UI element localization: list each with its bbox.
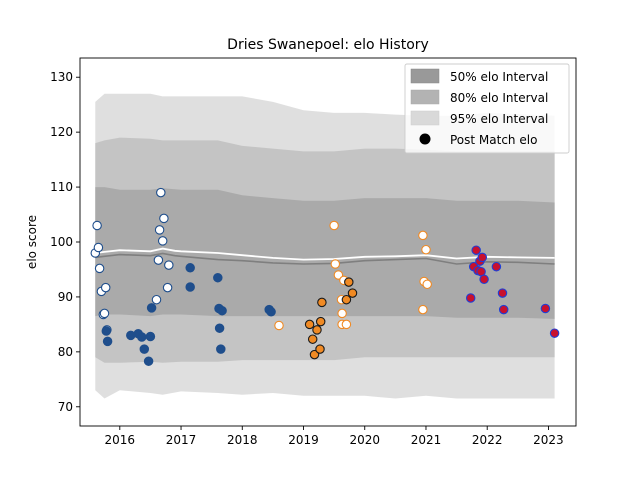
data-point [93, 221, 101, 229]
data-point [275, 321, 283, 329]
data-point [165, 261, 173, 269]
data-point [342, 296, 350, 304]
data-point [157, 188, 165, 196]
legend-label-post-match: Post Match elo [450, 133, 537, 147]
y-axis-ticks: 70 80 90 100 110 120 130 [50, 70, 80, 414]
data-point [154, 256, 162, 264]
y-tick-label: 90 [58, 290, 73, 304]
data-point [138, 333, 146, 341]
data-point [186, 264, 194, 272]
data-point [338, 309, 346, 317]
x-tick-label: 2017 [166, 433, 197, 447]
data-point [480, 275, 488, 283]
x-tick-label: 2021 [411, 433, 442, 447]
x-tick-label: 2022 [472, 433, 503, 447]
data-point [330, 221, 338, 229]
data-point [159, 237, 167, 245]
legend: 50% elo Interval 80% elo Interval 95% el… [405, 64, 569, 153]
x-tick-label: 2023 [533, 433, 564, 447]
data-point [146, 332, 154, 340]
x-tick-label: 2018 [227, 433, 258, 447]
data-point [317, 317, 325, 325]
data-point [550, 329, 558, 337]
data-point [419, 231, 427, 239]
data-point [144, 357, 152, 365]
data-point [186, 283, 194, 291]
data-point [103, 337, 111, 345]
data-point [467, 294, 475, 302]
data-point [218, 307, 226, 315]
data-point [267, 308, 275, 316]
data-point [152, 296, 160, 304]
x-axis-ticks: 2016 2017 2018 2019 2020 2021 2022 2023 [105, 426, 564, 447]
legend-swatch-50 [411, 69, 439, 83]
legend-label-80: 80% elo Interval [450, 91, 548, 105]
y-axis-label: elo score [25, 215, 39, 269]
data-point [309, 335, 317, 343]
y-tick-label: 130 [50, 70, 73, 84]
y-tick-label: 80 [58, 345, 73, 359]
data-point [100, 309, 108, 317]
data-point [163, 283, 171, 291]
data-point [423, 280, 431, 288]
legend-swatch-80 [411, 90, 439, 104]
data-point [342, 320, 350, 328]
data-point [147, 304, 155, 312]
y-tick-label: 120 [50, 125, 73, 139]
data-point [478, 253, 486, 261]
y-tick-label: 110 [50, 180, 73, 194]
data-point [316, 345, 324, 353]
data-point [541, 304, 549, 312]
data-point [313, 326, 321, 334]
data-point [305, 320, 313, 328]
data-point [102, 283, 110, 291]
data-point [214, 274, 222, 282]
x-tick-label: 2019 [288, 433, 319, 447]
data-point [217, 345, 225, 353]
legend-label-95: 95% elo Interval [450, 112, 548, 126]
data-point [500, 305, 508, 313]
data-point [95, 264, 103, 272]
data-point [318, 298, 326, 306]
data-point [331, 260, 339, 268]
data-point [419, 305, 427, 313]
y-tick-label: 100 [50, 235, 73, 249]
data-point [160, 214, 168, 222]
data-point [140, 345, 148, 353]
data-point [345, 278, 353, 286]
x-tick-label: 2016 [105, 433, 136, 447]
data-point [422, 246, 430, 254]
data-point [498, 289, 506, 297]
chart-title: Dries Swanepoel: elo History [227, 37, 429, 53]
y-tick-label: 70 [58, 400, 73, 414]
data-point [492, 263, 500, 271]
data-point [348, 289, 356, 297]
data-point [102, 327, 110, 335]
data-point [155, 226, 163, 234]
data-point [94, 243, 102, 251]
legend-marker-post-match [420, 134, 431, 145]
legend-label-50: 50% elo Interval [450, 70, 548, 84]
legend-swatch-95 [411, 111, 439, 125]
x-tick-label: 2020 [349, 433, 380, 447]
data-point [472, 246, 480, 254]
data-point [215, 324, 223, 332]
